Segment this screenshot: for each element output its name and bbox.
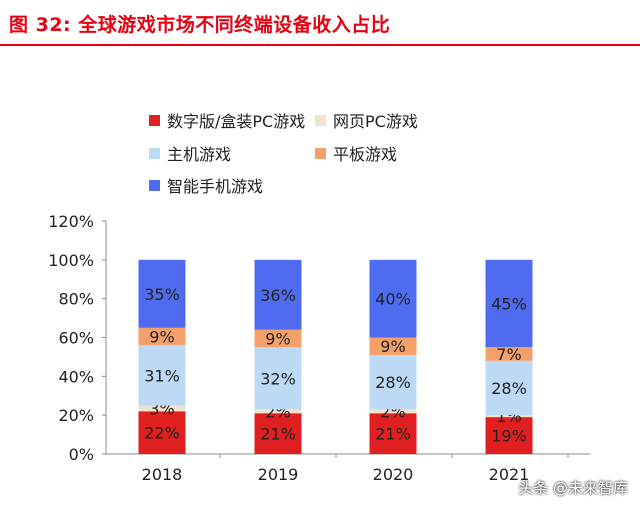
bar-segment	[369, 409, 417, 414]
data-label: 31%	[144, 366, 180, 385]
data-label: 9%	[380, 337, 405, 356]
legend-label: 数字版/盒装PC游戏	[167, 112, 306, 131]
legend-swatch	[149, 114, 160, 126]
data-label: 7%	[496, 345, 521, 364]
legend-swatch	[149, 179, 160, 191]
data-label: 40%	[375, 290, 411, 309]
bar-segment	[254, 413, 302, 454]
data-label: 36%	[260, 286, 296, 305]
data-label: 45%	[491, 295, 527, 314]
data-label: 28%	[375, 373, 411, 392]
bar-segment	[485, 360, 533, 416]
legend-swatch	[149, 147, 160, 159]
bar-segment	[485, 259, 533, 348]
bar-segment	[254, 259, 302, 330]
legend-item-smartphone: 智能手机游戏	[149, 173, 263, 197]
figure-title: 图 32: 全球游戏市场不同终端设备收入占比	[9, 14, 391, 36]
bar-segment	[369, 413, 417, 454]
bar-segment	[485, 347, 533, 361]
data-label: 21%	[260, 425, 296, 444]
legend-label: 主机游戏	[167, 145, 232, 164]
bar-segment	[138, 405, 186, 412]
y-tick-label: 60%	[58, 329, 94, 348]
y-tick-label: 120%	[48, 212, 94, 231]
bar-segment	[138, 345, 186, 406]
bar-segment	[138, 327, 186, 346]
y-tick-label: 0%	[69, 445, 94, 464]
legend-label: 网页PC游戏	[333, 112, 418, 131]
data-label: 22%	[144, 424, 180, 443]
data-label: 9%	[265, 329, 290, 348]
y-tick-label: 80%	[58, 290, 94, 309]
bar-segment	[254, 347, 302, 410]
bar-segment	[485, 417, 533, 454]
legend-swatch	[315, 114, 326, 126]
legend-item-console: 主机游戏	[149, 141, 231, 165]
bar-segment	[138, 411, 186, 454]
data-label: 19%	[491, 427, 527, 446]
chart-legend: 数字版/盒装PC游戏 网页PC游戏 主机游戏 平板游戏 智能手机游戏	[0, 0, 640, 210]
bar-segment	[369, 259, 417, 338]
bar-segment	[254, 329, 302, 348]
bar-segment	[138, 259, 186, 328]
title-underline	[0, 44, 640, 46]
bar-segment	[485, 415, 533, 418]
data-label: 21%	[375, 425, 411, 444]
legend-item-web-pc: 网页PC游戏	[315, 108, 418, 132]
data-label: 32%	[260, 369, 296, 388]
x-tick-label: 2020	[373, 465, 414, 484]
legend-item-pc-boxed: 数字版/盒装PC游戏	[149, 108, 305, 132]
watermark: 头条 @未来智库	[518, 479, 628, 497]
bar-segment	[369, 354, 417, 410]
data-label: 28%	[491, 379, 527, 398]
legend-item-tablet: 平板游戏	[315, 141, 397, 165]
x-tick-label: 2019	[258, 465, 299, 484]
bar-segment	[369, 337, 417, 355]
bar-segment	[254, 409, 302, 414]
legend-swatch	[315, 147, 326, 159]
data-label: 9%	[149, 328, 174, 347]
data-label: 35%	[144, 285, 180, 304]
y-tick-label: 40%	[58, 367, 94, 386]
legend-label: 平板游戏	[333, 145, 398, 164]
legend-label: 智能手机游戏	[167, 177, 264, 196]
y-tick-label: 20%	[58, 406, 94, 425]
x-tick-label: 2021	[489, 465, 530, 484]
x-tick-label: 2018	[142, 465, 183, 484]
y-tick-label: 100%	[48, 251, 94, 270]
